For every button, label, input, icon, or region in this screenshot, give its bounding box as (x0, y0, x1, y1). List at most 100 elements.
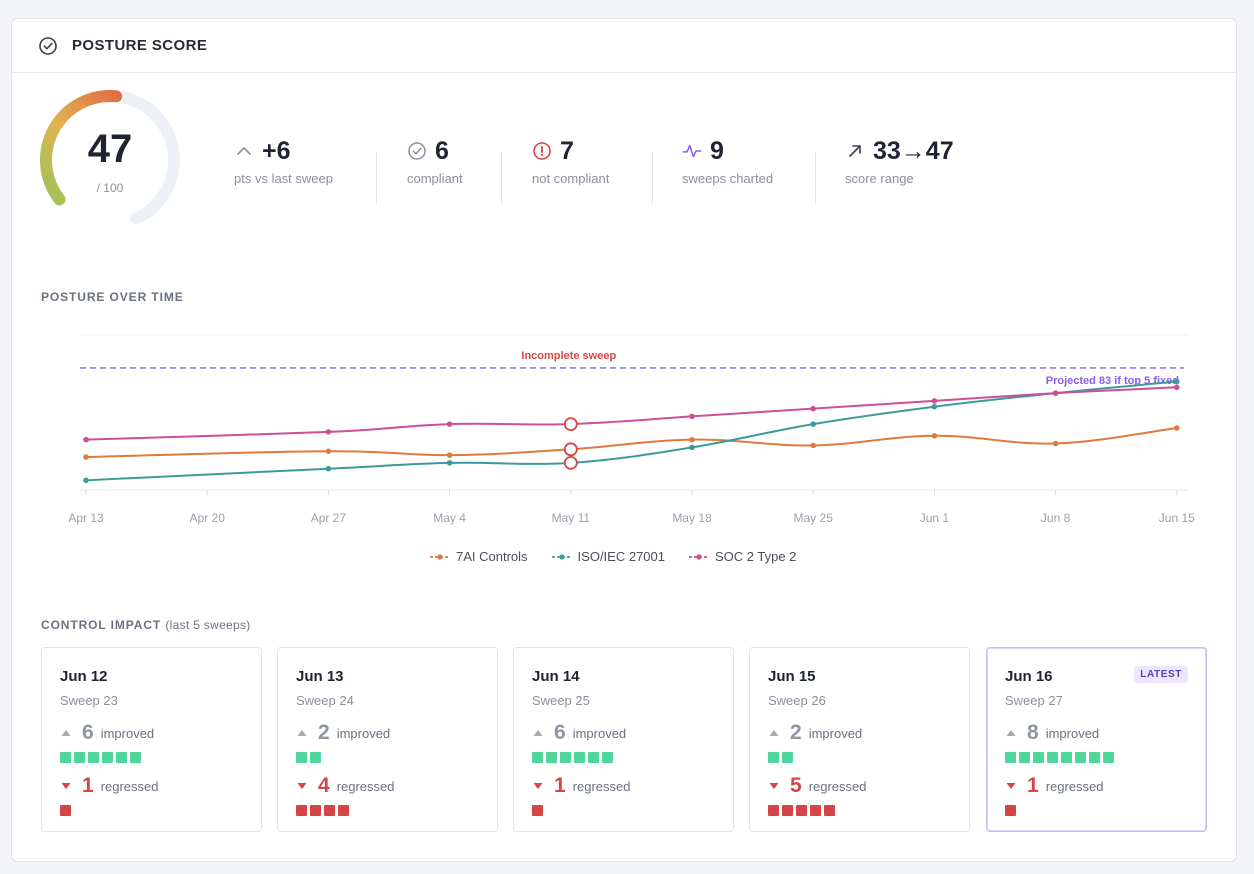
triangle-up-icon (1006, 730, 1016, 736)
divider (815, 152, 816, 204)
stat-delta: +6 pts vs last sweep (234, 135, 333, 187)
regressed-row: 1 regressed (1005, 774, 1104, 798)
stat-label: score range (845, 171, 914, 186)
impact-square (1033, 752, 1044, 763)
improved-label: improved (1045, 725, 1100, 741)
triangle-up-icon (297, 730, 307, 736)
data-point (1174, 378, 1180, 385)
incomplete-point (563, 442, 578, 457)
regressed-bars (60, 805, 74, 816)
improved-row: 6 improved (532, 721, 626, 745)
regressed-count: 4 (318, 774, 330, 797)
x-tick-label: May 25 (794, 511, 834, 525)
impact-square (1089, 752, 1100, 763)
improved-row: 2 improved (296, 721, 390, 745)
impact-square (1075, 752, 1086, 763)
improved-bars (296, 752, 324, 763)
legend-item-soc2-type2[interactable]: SOC 2 Type 2 (689, 549, 796, 564)
data-point (810, 405, 816, 412)
regressed-count: 5 (790, 774, 802, 797)
regressed-bars (1005, 805, 1019, 816)
improved-bars (1005, 752, 1117, 763)
impact-square (532, 805, 543, 816)
triangle-down-icon (61, 783, 71, 789)
data-point (810, 442, 816, 449)
divider (501, 152, 502, 204)
card-title: POSTURE SCORE (72, 37, 208, 54)
sweep-card[interactable]: Jun 15 Sweep 26 2 improved 5 regressed (749, 647, 970, 832)
impact-square (1103, 752, 1114, 763)
regressed-count: 1 (82, 774, 94, 797)
improved-count: 8 (1027, 721, 1039, 744)
sweep-name: Sweep 23 (60, 693, 118, 708)
stat-not-compliant: 7 not compliant (532, 135, 609, 187)
control-impact-subtitle: (last 5 sweeps) (165, 618, 251, 632)
impact-square (310, 752, 321, 763)
impact-square (310, 805, 321, 816)
impact-square (810, 805, 821, 816)
impact-square (60, 752, 71, 763)
sweep-name: Sweep 27 (1005, 693, 1063, 708)
x-tick-label: Apr 27 (311, 511, 347, 525)
x-tick-label: Apr 20 (190, 511, 226, 525)
data-point (1174, 384, 1180, 391)
impact-square (60, 805, 71, 816)
impact-square (338, 805, 349, 816)
card-header: POSTURE SCORE (12, 19, 1236, 73)
impact-square (88, 752, 99, 763)
impact-square (74, 752, 85, 763)
impact-square (130, 752, 141, 763)
improved-count: 2 (790, 721, 802, 744)
stat-value: 9 (710, 136, 724, 165)
impact-square (116, 752, 127, 763)
impact-square (546, 752, 557, 763)
data-point (83, 454, 89, 460)
legend-label: ISO/IEC 27001 (577, 549, 665, 564)
posture-title: POSTURE OVER TIME (41, 290, 184, 304)
impact-square (602, 752, 613, 763)
data-point (689, 413, 695, 420)
improved-bars (532, 752, 616, 763)
gauge-fill (40, 90, 123, 206)
data-point (325, 465, 332, 472)
x-tick-label: Jun 15 (1159, 511, 1195, 525)
score-value: 47 (87, 127, 133, 171)
legend-item-7ai-controls[interactable]: 7AI Controls (430, 549, 528, 564)
series-line-iso-iec-27001 (85, 380, 1177, 482)
improved-count: 6 (554, 721, 566, 744)
legend-item-iso-27001[interactable]: ISO/IEC 27001 (551, 549, 665, 564)
data-point (83, 477, 89, 484)
impact-square (1005, 805, 1016, 816)
triangle-down-icon (297, 783, 307, 789)
impact-square (824, 805, 835, 816)
incomplete-point (563, 455, 578, 470)
chevron-up-icon (234, 141, 254, 161)
impact-square (1047, 752, 1058, 763)
projection-label: Projected 83 if top 5 fixed (1046, 375, 1179, 387)
control-impact-title: CONTROL IMPACT (last 5 sweeps) (41, 618, 251, 632)
data-point (1052, 390, 1059, 396)
data-point (1052, 440, 1059, 447)
regressed-row: 1 regressed (532, 774, 631, 798)
stat-value: 6 (435, 136, 449, 165)
score-max: / 100 (96, 181, 124, 195)
x-tick-label: Jun 8 (1041, 511, 1071, 525)
legend-label: SOC 2 Type 2 (715, 549, 797, 564)
sweep-card[interactable]: Jun 12 Sweep 23 6 improved 1 regressed (41, 647, 262, 832)
data-point (446, 421, 453, 427)
chart-legend: 7AI Controls ISO/IEC 27001 SOC 2 Type 2 (430, 549, 820, 564)
triangle-up-icon (533, 730, 543, 736)
sweep-card[interactable]: Jun 16 Sweep 27 LATEST 8 improved 1 regr… (986, 647, 1207, 832)
sweep-card[interactable]: Jun 13 Sweep 24 2 improved 4 regressed (277, 647, 498, 832)
data-point (325, 448, 332, 455)
triangle-down-icon (1006, 783, 1016, 789)
impact-square (768, 805, 779, 816)
data-point (446, 460, 453, 466)
stat-value: +6 (262, 136, 291, 165)
regressed-label: regressed (572, 778, 631, 794)
triangle-down-icon (769, 783, 779, 789)
sweep-card[interactable]: Jun 14 Sweep 25 6 improved 1 regressed (513, 647, 734, 832)
improved-bars (60, 752, 144, 763)
x-tick-label: May 18 (672, 511, 712, 525)
control-impact-label: CONTROL IMPACT (41, 618, 162, 632)
